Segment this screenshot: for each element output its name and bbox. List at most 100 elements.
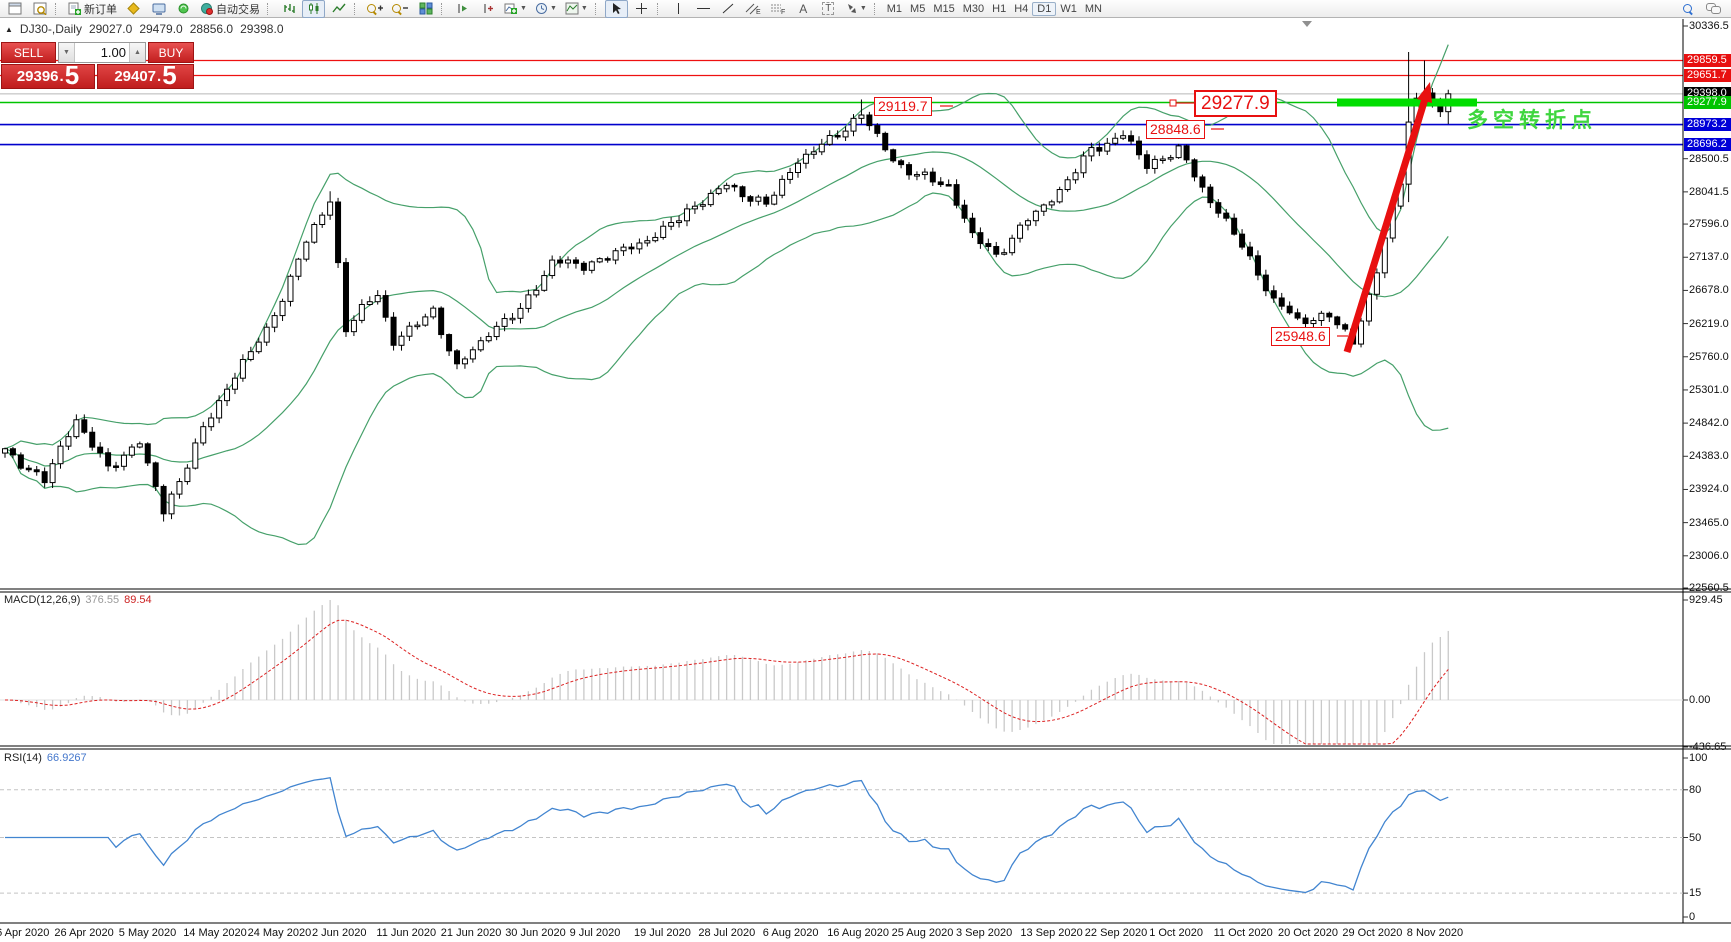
timeframe-button-mn[interactable]: MN	[1084, 2, 1102, 15]
date-label: 29 Oct 2020	[1342, 927, 1403, 939]
periods-button[interactable]: ▼	[532, 0, 560, 18]
fibonacci-tool[interactable]: F	[767, 0, 790, 18]
timeframe-button-m30[interactable]: M30	[962, 2, 985, 15]
indicators-button[interactable]: ▼	[501, 0, 530, 18]
sell-price-main: 29396	[16, 68, 59, 85]
auto-scroll-icon[interactable]	[451, 0, 474, 18]
new-chart-window-icon[interactable]	[3, 0, 26, 18]
volume-increase-button[interactable]: ▲	[129, 43, 145, 62]
high-value: 29479.0	[139, 22, 183, 36]
date-label: 24 May 2020	[247, 927, 312, 939]
rsi-name: RSI(14)	[4, 752, 42, 764]
price-tick-label: 28500.5	[1689, 152, 1729, 165]
toolbar-grip	[441, 2, 447, 15]
date-label: 9 Jul 2020	[569, 927, 621, 939]
date-label: 11 Jun 2020	[376, 927, 437, 939]
price-badge: 29859.5	[1684, 53, 1731, 67]
arrows-tool[interactable]: ▼	[842, 0, 870, 18]
price-tick-label: 24842.0	[1689, 417, 1729, 430]
text-tool[interactable]: A	[792, 0, 815, 18]
sell-price-dot: .	[59, 68, 64, 85]
zoom-out-icon[interactable]	[389, 0, 412, 18]
macd-value-main: 376.55	[85, 594, 120, 606]
macd-pane-label: MACD(12,26,9) 376.55 89.54	[4, 594, 152, 606]
buy-price-main: 29407	[114, 68, 157, 85]
timeframe-button-w1[interactable]: W1	[1060, 2, 1077, 15]
sell-button-label: SELL	[13, 45, 44, 60]
date-label: 2 Jun 2020	[312, 927, 367, 939]
timeframe-button-h4[interactable]: H4	[1014, 2, 1029, 15]
volume-input[interactable]	[75, 43, 129, 62]
date-label: 5 May 2020	[118, 927, 177, 939]
profiles-icon[interactable]	[28, 0, 51, 18]
toolbar-grip	[267, 2, 273, 15]
price-annotation-28848: 28848.6	[1146, 120, 1205, 139]
textbox-tool-label: T	[822, 2, 835, 15]
price-tick-label: 27137.0	[1689, 251, 1729, 264]
price-tick-label: 23465.0	[1689, 516, 1729, 529]
horizontal-line-tool[interactable]	[692, 0, 715, 18]
vertical-line-tool[interactable]	[667, 0, 690, 18]
chart-shift-icon[interactable]	[476, 0, 499, 18]
tile-windows-icon[interactable]	[414, 0, 437, 18]
macd-axis-label: -436.65	[1689, 741, 1727, 753]
main-toolbar: 新订单 自动交易	[0, 0, 1731, 18]
toolbar-grip	[354, 2, 360, 15]
toolbar-right-icons	[1675, 0, 1725, 18]
bar-chart-icon[interactable]	[277, 0, 300, 18]
sell-price-frac: 5	[64, 60, 80, 90]
chevron-down-icon: ▼	[859, 5, 867, 12]
auto-trading-button[interactable]: 自动交易	[197, 0, 263, 18]
timeframe-button-m15[interactable]: M15	[933, 2, 955, 15]
timeframe-button-d1[interactable]: D1	[1032, 1, 1057, 16]
chevron-down-icon: ▼	[580, 5, 588, 12]
buy-price[interactable]: 29407 . 5	[97, 62, 194, 89]
chevron-down-icon: ▼	[520, 5, 527, 12]
candlestick-chart-icon[interactable]	[302, 0, 325, 18]
price-tick-label: 23006.0	[1689, 549, 1729, 562]
date-label: 16 Aug 2020	[827, 927, 889, 939]
volume-decrease-button[interactable]: ▼	[59, 43, 75, 62]
text-label-tool[interactable]: T	[817, 0, 840, 18]
new-order-button[interactable]: 新订单	[65, 0, 120, 18]
price-tick-label: 28041.5	[1689, 185, 1729, 198]
macd-axis-label: 0.00	[1689, 694, 1711, 706]
metaeditor-icon[interactable]	[147, 0, 170, 18]
price-tick-label: 26678.0	[1689, 284, 1729, 297]
market-watch-icon[interactable]	[122, 0, 145, 18]
timeframe-button-h1[interactable]: H1	[992, 2, 1007, 15]
line-chart-icon[interactable]	[327, 0, 350, 18]
templates-button[interactable]: ▼	[562, 0, 591, 18]
equidistant-channel-tool[interactable]: E	[742, 0, 765, 18]
volume-box: ▼ ▲	[58, 42, 146, 63]
date-label: 3 Sep 2020	[956, 927, 1013, 939]
search-icon[interactable]	[1676, 0, 1699, 18]
price-tick-label: 23924.0	[1689, 483, 1729, 496]
cursor-tool[interactable]	[604, 0, 628, 18]
price-badge: 29651.7	[1684, 68, 1731, 82]
price-tick-label: 26219.0	[1689, 317, 1729, 330]
date-label: 21 Jun 2020	[440, 927, 502, 939]
zoom-in-icon[interactable]	[364, 0, 387, 18]
rsi-pane-label: RSI(14) 66.9267	[4, 752, 87, 764]
chart-header: ▲ DJ30-,Daily 29027.0 29479.0 28856.0 29…	[5, 22, 286, 36]
date-label: 19 Jul 2020	[634, 927, 691, 939]
crosshair-tool[interactable]	[630, 0, 653, 18]
toolbar-grip	[873, 2, 880, 15]
rsi-value: 66.9267	[46, 752, 87, 764]
sell-button[interactable]: SELL	[1, 42, 56, 63]
timeframe-button-m1[interactable]: M1	[886, 2, 903, 15]
timeframe-button-m5[interactable]: M5	[910, 2, 926, 15]
buy-button[interactable]: BUY	[148, 42, 194, 63]
signals-icon[interactable]	[172, 0, 195, 18]
rsi-axis-label: 0	[1689, 911, 1696, 923]
trendline-tool[interactable]	[717, 0, 740, 18]
community-chat-icon[interactable]	[1701, 0, 1724, 18]
price-badge: 28973.2	[1684, 118, 1731, 132]
date-label: 1 Oct 2020	[1149, 927, 1204, 939]
toolbar-grip	[55, 2, 61, 15]
text-tool-label: A	[799, 1, 808, 16]
price-badge: 28696.2	[1684, 138, 1731, 152]
sell-price[interactable]: 29396 . 5	[1, 60, 95, 90]
